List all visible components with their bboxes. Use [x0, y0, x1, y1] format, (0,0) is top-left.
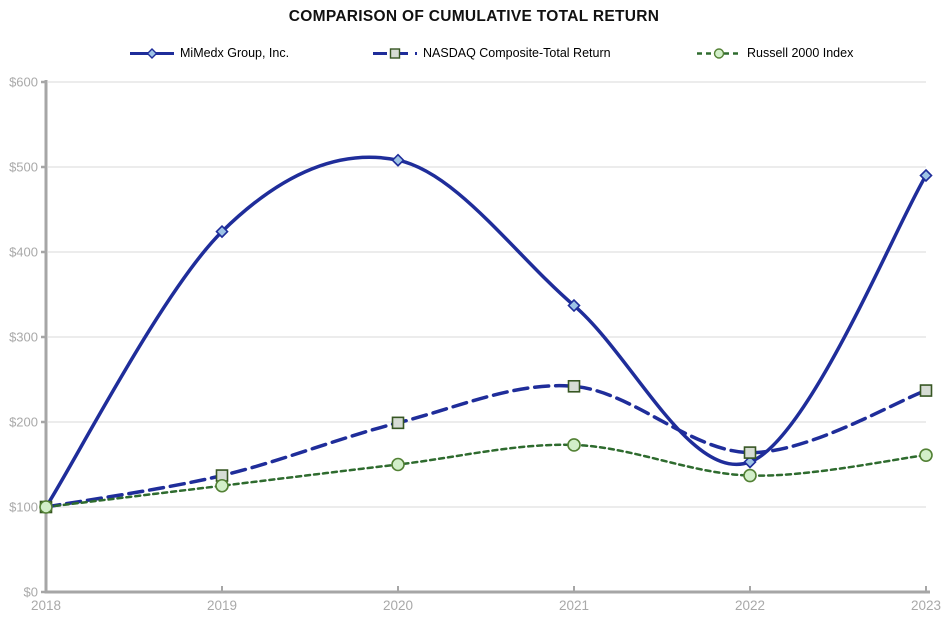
nasdaq-marker-square	[567, 379, 581, 393]
legend-marker-shape	[146, 47, 158, 59]
y-tick-label: $0	[24, 585, 38, 600]
x-tick-label: 2023	[911, 598, 941, 613]
nasdaq-legend-marker	[373, 47, 417, 59]
x-tick-label: 2018	[31, 598, 61, 613]
russell-marker-circle	[391, 457, 405, 472]
mimedx-marker-diamond	[919, 168, 933, 183]
legend-item-nasdaq: NASDAQ Composite-Total Return	[372, 46, 611, 60]
legend-label-mimedx: MiMedx Group, Inc.	[180, 46, 290, 60]
legend-marker-shape	[713, 47, 725, 59]
mimedx-legend-marker	[130, 47, 174, 59]
russell-legend-marker	[697, 47, 741, 59]
y-tick-label: $300	[9, 330, 38, 345]
nasdaq-series-line	[44, 383, 928, 509]
legend-marker-shape	[389, 47, 401, 59]
russell-marker-circle	[919, 448, 933, 462]
legend-item-mimedx: MiMedx Group, Inc.	[129, 46, 289, 60]
y-tick-label: $500	[9, 160, 38, 175]
mimedx-series-line	[44, 155, 928, 509]
russell-marker-circle	[743, 468, 757, 483]
y-tick-label: $600	[9, 75, 38, 90]
legend-label-nasdaq: NASDAQ Composite-Total Return	[423, 46, 611, 60]
x-tick-label: 2022	[735, 598, 765, 613]
y-tick-label: $400	[9, 245, 38, 260]
legend-item-russell: Russell 2000 Index	[696, 46, 853, 60]
mimedx-marker-diamond	[743, 455, 757, 469]
mimedx-marker-diamond	[567, 298, 581, 313]
legend-label-russell: Russell 2000 Index	[747, 46, 854, 60]
chart-title: COMPARISON OF CUMULATIVE TOTAL RETURN	[288, 8, 660, 25]
y-tick-label: $100	[9, 500, 38, 515]
russell-marker-circle	[215, 478, 229, 493]
nasdaq-marker-square	[743, 446, 757, 459]
x-tick-label: 2020	[383, 598, 413, 613]
x-tick-label: 2019	[207, 598, 237, 613]
russell-series-line	[44, 443, 928, 509]
nasdaq-marker-square	[919, 384, 933, 397]
mimedx-marker-diamond	[391, 153, 405, 167]
y-tick-label: $200	[9, 415, 38, 430]
x-tick-label: 2021	[559, 598, 589, 613]
russell-marker-circle	[39, 500, 53, 514]
nasdaq-marker-square	[391, 416, 405, 430]
russell-marker-circle	[567, 438, 581, 452]
mimedx-marker-diamond	[215, 224, 229, 239]
